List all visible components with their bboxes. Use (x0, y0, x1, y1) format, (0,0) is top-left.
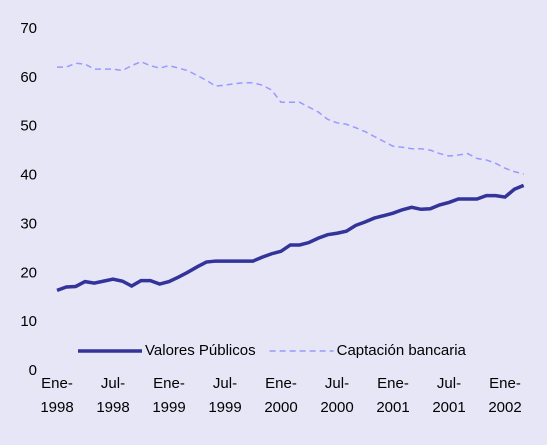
series-line (57, 60, 524, 175)
x-tick-label: Jul-2000 (320, 375, 353, 416)
y-tick-label: 30 (20, 215, 37, 232)
series-line (56, 183, 525, 293)
x-tick-label: Ene-2001 (376, 375, 409, 416)
y-tick-label: 20 (20, 264, 37, 281)
y-tick-label: 70 (20, 20, 37, 37)
legend-label: Captación bancaria (337, 342, 467, 359)
legend-label: Valores Públicos (145, 342, 256, 359)
x-tick-label: Jul-2001 (432, 375, 465, 416)
x-tick-label: Jul-1999 (208, 375, 241, 416)
x-tick-label: Ene-1999 (152, 375, 185, 416)
y-tick-label: 40 (20, 167, 37, 184)
y-tick-label: 0 (29, 362, 37, 379)
y-tick-label: 50 (20, 118, 37, 135)
x-tick-label: Ene-1998 (40, 375, 73, 416)
y-tick-label: 60 (20, 69, 37, 86)
y-tick-label: 10 (20, 313, 37, 330)
x-tick-label: Jul-1998 (96, 375, 129, 416)
x-tick-label: Ene-2002 (488, 375, 521, 416)
x-tick-label: Ene-2000 (264, 375, 297, 416)
